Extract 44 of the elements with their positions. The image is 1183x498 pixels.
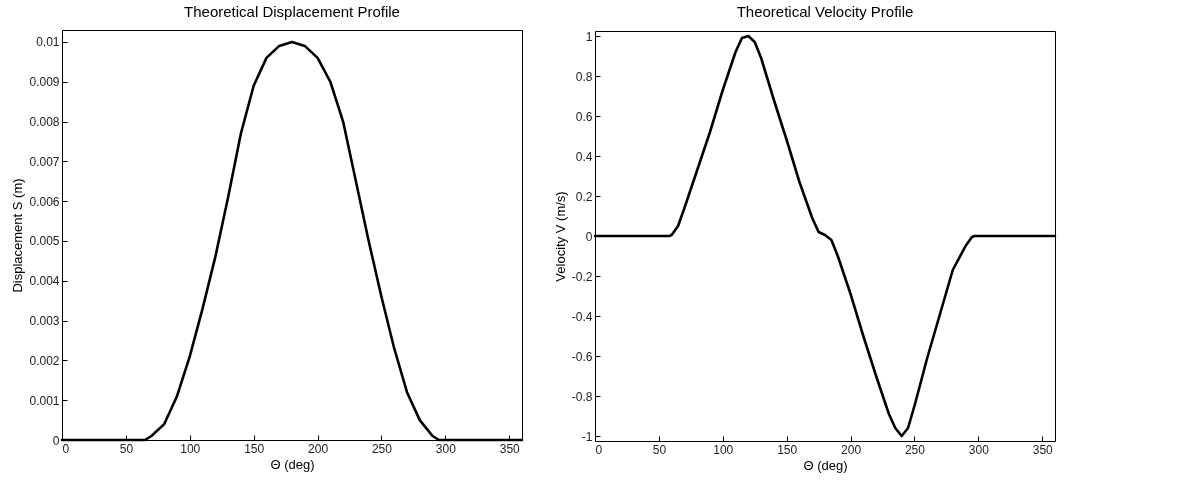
chart-title: Theoretical Displacement Profile	[184, 3, 400, 20]
x-axis-title: Θ (deg)	[803, 457, 848, 473]
x-tick-label: 50	[652, 442, 667, 457]
y-tick-label: 0.003	[29, 314, 60, 329]
y-tick-label: 0.006	[29, 194, 60, 209]
y-tick-label: -0.2	[571, 269, 593, 284]
y-tick-label: 0.007	[29, 154, 60, 169]
x-tick-label: 300	[968, 442, 990, 457]
y-tick-label: 0.004	[29, 274, 60, 289]
x-tick-label: 250	[904, 442, 926, 457]
y-tick-label: 0.009	[29, 75, 60, 90]
x-axis-title: Θ (deg)	[270, 456, 315, 472]
x-tick-label: 300	[435, 441, 457, 456]
x-tick-label: 100	[180, 441, 201, 456]
x-tick-label: 200	[308, 441, 329, 456]
y-axis-title: Displacement S (m)	[10, 178, 26, 293]
y-tick-label: 0.008	[29, 115, 60, 130]
y-tick-label: 0.01	[36, 35, 60, 50]
x-tick-label: 250	[371, 441, 393, 456]
x-tick-label: 100	[713, 442, 734, 457]
y-tick-label: 0.005	[29, 234, 60, 249]
y-tick-label: 0.001	[29, 393, 60, 408]
y-tick-label: -0.6	[571, 349, 593, 364]
y-tick-label: 1	[585, 29, 593, 44]
y-tick-label: 0.2	[575, 189, 593, 204]
y-tick-label: 0.4	[575, 149, 593, 164]
y-tick-label: 0.8	[575, 69, 593, 84]
x-tick-label: 0	[62, 441, 70, 456]
x-tick-label: 150	[244, 441, 265, 456]
x-tick-label: 350	[1032, 442, 1054, 457]
y-tick-label: 0.6	[575, 109, 593, 124]
y-tick-label: -0.8	[571, 389, 593, 404]
x-tick-label: 50	[119, 441, 134, 456]
y-tick-label: -0.4	[571, 309, 593, 324]
y-tick-label: -1	[581, 429, 593, 444]
line-series	[593, 34, 1057, 438]
y-tick-label: 0	[585, 229, 593, 244]
x-tick-label: 350	[499, 441, 521, 456]
x-tick-label: 0	[595, 442, 603, 457]
chart-title: Theoretical Velocity Profile	[736, 3, 914, 20]
x-tick-label: 150	[777, 442, 798, 457]
y-tick-label: 0.002	[29, 353, 60, 368]
y-axis-title: Velocity V (m/s)	[552, 191, 568, 282]
x-tick-label: 200	[841, 442, 862, 457]
